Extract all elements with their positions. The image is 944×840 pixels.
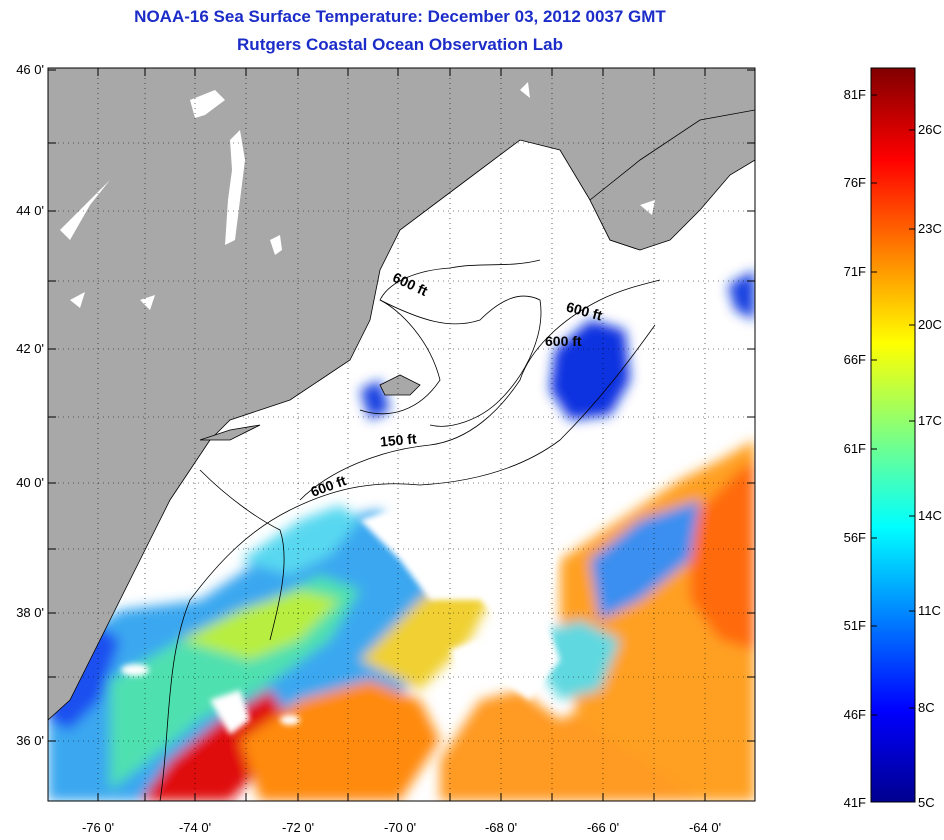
lon-label: -76 0' — [81, 820, 115, 835]
colorbar-f-label: 81F — [843, 87, 866, 102]
lat-label: 38 0' — [16, 605, 44, 620]
lat-label: 36 0' — [16, 733, 44, 748]
colorbar-c-label: 20C — [918, 317, 942, 332]
map-subtitle: Rutgers Coastal Ocean Observation Lab — [237, 35, 563, 54]
lon-label: -66 0' — [586, 820, 620, 835]
lat-label: 44 0' — [16, 203, 44, 218]
contour-label-600ft: 600 ft — [545, 333, 582, 349]
colorbar-c-label: 14C — [918, 508, 942, 523]
colorbar-f-label: 71F — [843, 264, 866, 279]
lon-label: -64 0' — [688, 820, 722, 835]
colorbar-f-label: 46F — [843, 707, 866, 722]
colorbar — [870, 67, 916, 803]
bathymetry-contours — [159, 259, 661, 801]
map-title: NOAA-16 Sea Surface Temperature: Decembe… — [134, 7, 666, 26]
colorbar-c-label: 11C — [918, 603, 941, 618]
tick-marks — [48, 68, 755, 801]
colorbar-f-label: 56F — [843, 530, 866, 545]
cloud-gaps — [121, 470, 560, 735]
colorbar-c-label: 8C — [918, 700, 935, 715]
lon-label: -68 0' — [484, 820, 518, 835]
lat-label: 42 0' — [16, 341, 44, 356]
colorbar-c-label: 23C — [918, 221, 942, 236]
lakes — [60, 82, 655, 310]
graticule — [48, 68, 755, 801]
colorbar-f-label: 66F — [843, 352, 866, 367]
lat-label: 40 0' — [16, 475, 44, 490]
land — [48, 68, 755, 721]
colorbar-f-label: 76F — [843, 175, 866, 190]
contour-label-150ft: 150 ft — [379, 430, 418, 450]
colorbar-f-label: 41F — [843, 795, 866, 810]
colorbar-c-label: 26C — [918, 122, 942, 137]
colorbar-ticks — [871, 94, 915, 716]
colorbar-c-label: 5C — [918, 795, 935, 810]
colorbar-f-label: 61F — [843, 441, 866, 456]
colorbar-c-label: 17C — [918, 413, 942, 428]
lat-label: 46 0' — [16, 62, 44, 77]
lon-label: -72 0' — [281, 820, 315, 835]
lon-label: -70 0' — [383, 820, 417, 835]
plot-frame — [47, 67, 756, 802]
colorbar-f-label: 51F — [843, 618, 866, 633]
lon-label: -74 0' — [178, 820, 212, 835]
